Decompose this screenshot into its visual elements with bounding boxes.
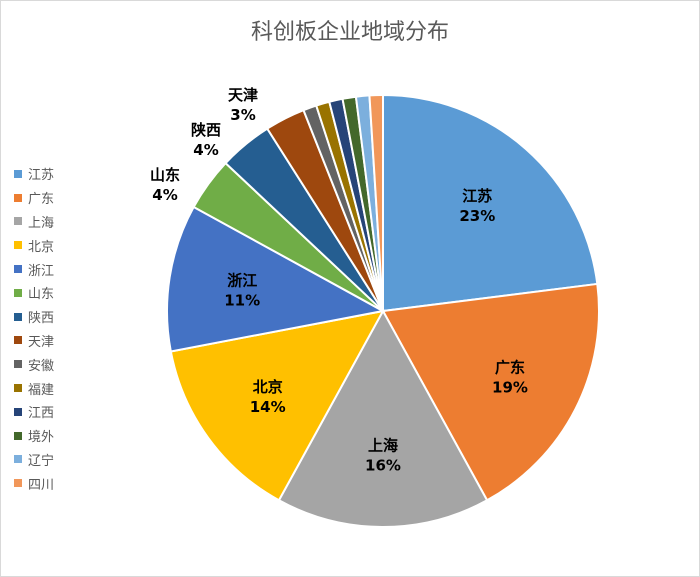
slice-percent-label: 19%	[492, 379, 528, 397]
legend-label: 浙江	[28, 263, 55, 279]
legend-swatch	[14, 193, 22, 202]
legend-item: 北京	[14, 233, 54, 257]
legend-item: 山东	[14, 281, 54, 305]
legend-label: 天津	[28, 334, 55, 350]
slice-percent-label: 4%	[152, 186, 177, 204]
legend-label: 境外	[28, 430, 55, 446]
legend-item: 江西	[14, 400, 54, 424]
legend-item: 天津	[14, 329, 54, 353]
legend-item: 陕西	[14, 305, 54, 329]
legend-swatch	[14, 360, 22, 369]
legend-item: 浙江	[14, 257, 54, 281]
pie-slice	[382, 93, 599, 313]
legend-label: 江苏	[28, 168, 55, 184]
legend-item: 广东	[14, 186, 54, 210]
slice-name-label: 山东	[150, 166, 180, 184]
pie-slice	[368, 93, 384, 312]
legend-swatch	[14, 265, 22, 274]
legend-item: 江苏	[14, 162, 54, 186]
pie-slice	[169, 309, 385, 502]
legend-item: 福建	[14, 376, 54, 400]
legend-label: 福建	[28, 382, 55, 398]
slice-name-label: 天津	[228, 86, 258, 104]
slice-percent-label: 14%	[250, 398, 286, 416]
legend-swatch	[14, 288, 22, 297]
legend-swatch	[14, 455, 22, 464]
legend-item: 境外	[14, 424, 54, 448]
slice-name-label: 陕西	[191, 121, 221, 139]
legend-swatch	[14, 312, 22, 321]
slice-percent-label: 23%	[459, 207, 495, 225]
legend-label: 广东	[28, 192, 55, 208]
pie-slice	[166, 205, 386, 353]
slice-percent-label: 3%	[230, 106, 255, 124]
legend-swatch	[14, 241, 22, 250]
slice-name-label: 江苏	[462, 187, 492, 205]
legend-label: 陕西	[28, 311, 55, 327]
legend-item: 辽宁	[14, 448, 54, 472]
slice-percent-label: 11%	[224, 292, 260, 310]
legend-swatch	[14, 479, 22, 488]
legend-label: 安徽	[28, 358, 55, 374]
legend: 江苏广东上海北京浙江山东陕西天津安徽福建江西境外辽宁四川	[14, 162, 54, 495]
slice-percent-label: 4%	[193, 141, 218, 159]
pie-slice	[381, 282, 600, 502]
legend-swatch	[14, 336, 22, 345]
legend-item: 上海	[14, 210, 54, 234]
slice-percent-label: 16%	[365, 457, 401, 475]
legend-swatch	[14, 431, 22, 440]
slice-name-label: 广东	[495, 359, 525, 377]
legend-label: 辽宁	[28, 453, 55, 469]
pie-slice	[277, 308, 489, 528]
legend-label: 北京	[28, 239, 55, 255]
legend-label: 山东	[28, 287, 55, 303]
legend-swatch	[14, 169, 22, 178]
legend-swatch	[14, 407, 22, 416]
slice-name-label: 浙江	[227, 272, 257, 290]
legend-label: 上海	[28, 215, 55, 231]
legend-swatch	[14, 217, 22, 226]
legend-label: 江西	[28, 406, 55, 422]
legend-label: 四川	[28, 477, 55, 493]
legend-item: 四川	[14, 471, 54, 495]
slice-name-label: 北京	[253, 378, 283, 396]
legend-swatch	[14, 384, 22, 393]
legend-item: 安徽	[14, 352, 54, 376]
slice-name-label: 上海	[368, 437, 398, 455]
chart-title: 科创板企业地域分布	[250, 20, 449, 45]
